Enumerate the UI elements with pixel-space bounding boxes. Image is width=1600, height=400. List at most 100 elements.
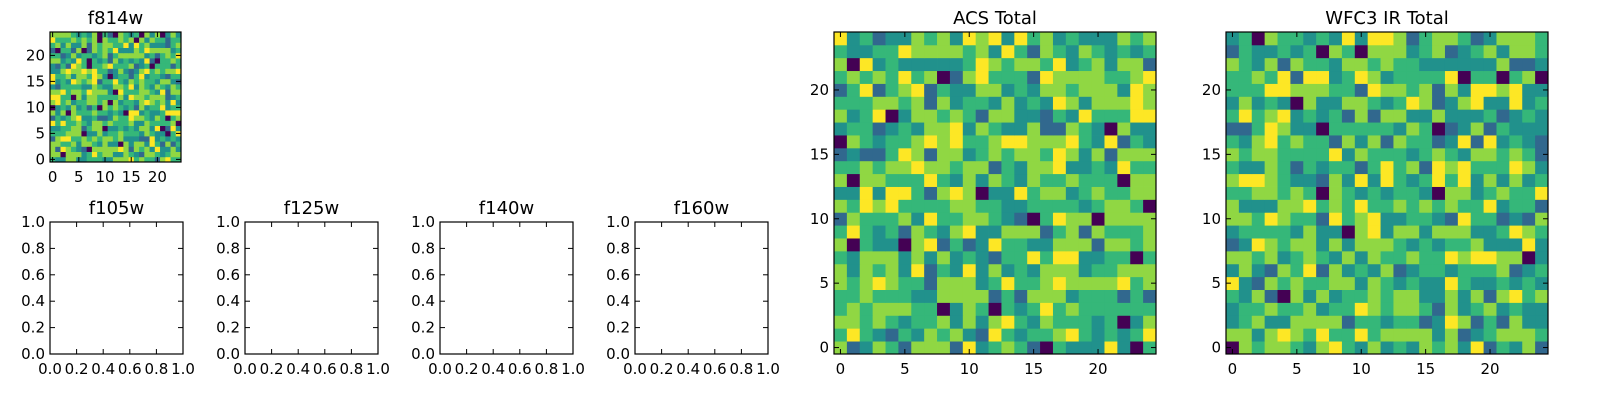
heatmap-cell [1091, 238, 1105, 252]
heatmap-cell [924, 276, 938, 290]
heatmap-cell [160, 32, 166, 38]
heatmap-cell [144, 58, 150, 64]
heatmap-cell [97, 84, 103, 90]
heatmap-cell [91, 42, 98, 48]
heatmap-cell [911, 225, 925, 239]
heatmap-cell [1509, 238, 1523, 252]
heatmap-cell [60, 110, 67, 116]
heatmap-cell [834, 173, 848, 187]
heatmap-cell [1143, 147, 1157, 162]
heatmap-cell [924, 212, 938, 226]
heatmap-cell [154, 130, 161, 137]
heatmap-cell [1483, 70, 1497, 84]
heatmap-cell [139, 89, 145, 95]
heatmap-cell [859, 147, 874, 162]
heatmap-cell [924, 328, 938, 342]
heatmap-cell [160, 104, 166, 111]
heatmap-cell [154, 125, 161, 132]
heatmap-cell [1535, 70, 1549, 84]
heatmap-cell [937, 238, 951, 252]
heatmap-cell [988, 70, 1002, 84]
heatmap-cell [834, 160, 848, 175]
heatmap-cell [50, 146, 56, 152]
heatmap-cell [1226, 186, 1240, 200]
heatmap-cell [1419, 250, 1433, 265]
heatmap-cell [1444, 289, 1459, 303]
heatmap-cell [898, 225, 912, 239]
heatmap-cell [1238, 57, 1253, 72]
heatmap-cell [1406, 70, 1420, 84]
heatmap-cell [139, 99, 145, 106]
heatmap-cell [1065, 212, 1080, 226]
heatmap-cell [1380, 186, 1394, 200]
heatmap-cell [1316, 186, 1330, 200]
heatmap-cell [128, 47, 135, 54]
heatmap-cell [1040, 70, 1054, 84]
heatmap-cell [1367, 276, 1381, 290]
heatmap-cell [91, 146, 98, 152]
heatmap-cell [149, 115, 156, 121]
heatmap-cell [170, 47, 177, 54]
heatmap-cell [1367, 212, 1381, 226]
heatmap-cell [149, 37, 156, 43]
y-tick-label: 0.0 [21, 345, 45, 363]
heatmap-cell [133, 115, 140, 121]
heatmap-cell [1457, 250, 1472, 265]
heatmap-cell [1065, 328, 1080, 342]
heatmap-cell [1393, 186, 1407, 200]
heatmap-cell [1117, 109, 1131, 123]
heatmap-cell [1040, 122, 1054, 136]
axes-frame [49, 31, 182, 163]
heatmap-cell [133, 47, 140, 54]
heatmap-cell [1238, 225, 1253, 239]
heatmap-cell [1091, 44, 1105, 59]
heatmap-cell [139, 120, 145, 126]
heatmap-cell [1496, 32, 1510, 46]
heatmap-cell [1040, 135, 1054, 149]
heatmap-cell [1065, 289, 1080, 303]
heatmap-cell [102, 37, 109, 43]
heatmap-cell [1432, 96, 1446, 110]
heatmap-cell [872, 199, 886, 213]
heatmap-cell [1444, 238, 1459, 252]
heatmap-cell [1226, 147, 1240, 162]
heatmap-cell [859, 32, 874, 46]
heatmap-cell [1470, 315, 1484, 329]
heatmap-cell [1130, 32, 1144, 46]
x-tick-label: 0.2 [650, 360, 674, 378]
heatmap-cell [1354, 212, 1369, 226]
heatmap-cell [144, 125, 150, 132]
heatmap-cell [1001, 238, 1015, 252]
heatmap-cell [1001, 122, 1015, 136]
heatmap-cell [128, 89, 135, 95]
heatmap-cell [60, 141, 67, 147]
heatmap-cell [872, 147, 886, 162]
heatmap-cell [128, 78, 135, 85]
heatmap-cell [60, 94, 67, 100]
heatmap-cell [81, 125, 88, 132]
heatmap-cell [1117, 122, 1131, 136]
heatmap-cell [1341, 122, 1356, 136]
heatmap-cell [1303, 96, 1317, 110]
heatmap-cell [1014, 70, 1028, 84]
heatmap-cell [144, 89, 150, 95]
heatmap-cell [1001, 96, 1015, 110]
heatmap-cell [118, 99, 124, 106]
heatmap-cell [1470, 276, 1484, 290]
heatmap-cell [1393, 32, 1407, 46]
heatmap-cell [1393, 250, 1407, 265]
heatmap-cell [1380, 225, 1394, 239]
heatmap-cell [81, 110, 88, 116]
heatmap-cell [846, 32, 861, 46]
heatmap-cell [1001, 186, 1015, 200]
heatmap-cell [1406, 212, 1420, 226]
heatmap-cell [170, 37, 177, 43]
heatmap-cell [1535, 57, 1549, 72]
heatmap-cell [65, 141, 72, 147]
heatmap-cell [144, 68, 150, 74]
heatmap-cell [911, 96, 925, 110]
heatmap-cell [911, 70, 925, 84]
heatmap-cell [1130, 341, 1144, 355]
